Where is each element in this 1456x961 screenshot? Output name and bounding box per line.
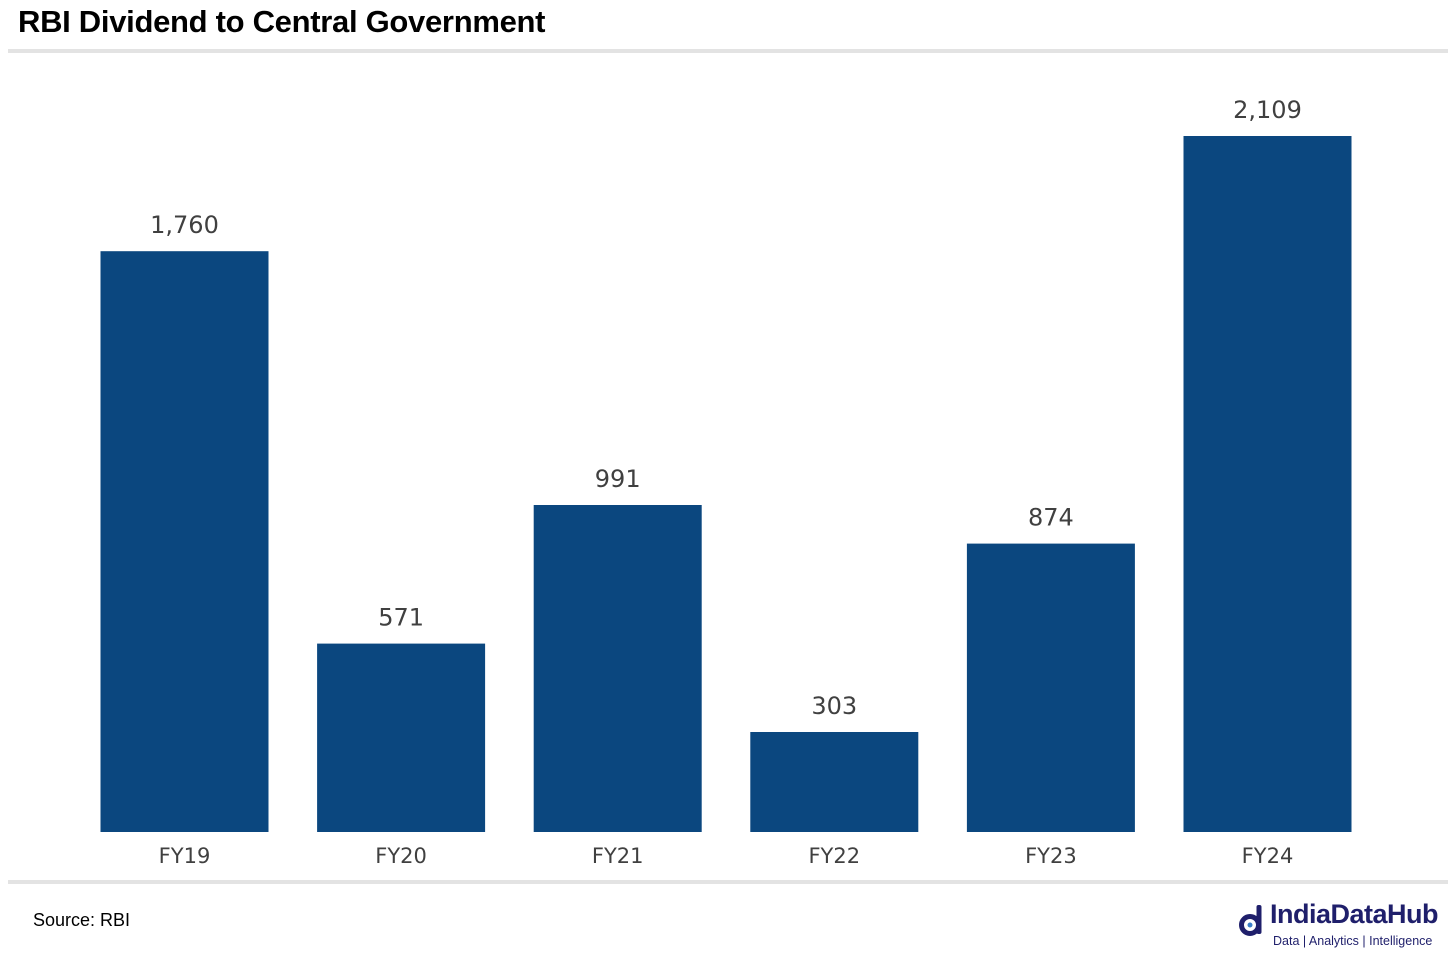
- brand-name: IndiaDataHub: [1270, 899, 1439, 929]
- bar-fy20: [317, 643, 486, 832]
- brand-logo-icon: [1239, 905, 1262, 936]
- value-label-fy24: 2,109: [1233, 96, 1302, 124]
- value-label-fy19: 1,760: [150, 211, 219, 239]
- x-tick-label-fy22: FY22: [808, 844, 860, 868]
- value-label-fy21: 991: [595, 465, 641, 493]
- value-label-fy20: 571: [378, 604, 424, 632]
- bottom-divider: [8, 880, 1448, 884]
- source-note: Source: RBI: [33, 910, 131, 930]
- bar-fy21: [533, 505, 702, 832]
- bar-fy22: [750, 732, 919, 832]
- bar-chart: 1,760 FY19 571 FY20 991 FY21 303 FY22 874 FY23 2,1…: [100, 96, 1352, 868]
- value-label-fy22: 303: [811, 692, 857, 720]
- bar-fy19: [100, 251, 269, 832]
- x-tick-label-fy20: FY20: [375, 844, 427, 868]
- bar-fy24: [1183, 136, 1352, 832]
- x-tick-label-fy24: FY24: [1242, 844, 1294, 868]
- bar-fy23: [966, 543, 1135, 832]
- value-label-fy23: 874: [1028, 504, 1074, 532]
- x-tick-label-fy21: FY21: [592, 844, 644, 868]
- brand-tagline: Data | Analytics | Intelligence: [1273, 934, 1433, 948]
- x-tick-label-fy23: FY23: [1025, 844, 1077, 868]
- x-tick-label-fy19: FY19: [159, 844, 211, 868]
- chart-title: RBI Dividend to Central Government: [18, 4, 546, 39]
- top-divider: [8, 49, 1448, 53]
- brand-logo: IndiaDataHub Data | Analytics | Intellig…: [1238, 899, 1448, 955]
